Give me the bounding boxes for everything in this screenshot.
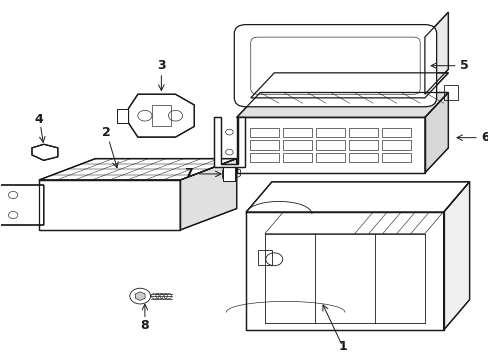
Polygon shape (236, 93, 447, 117)
Polygon shape (32, 144, 58, 160)
Polygon shape (39, 180, 180, 230)
Bar (381, 128, 410, 138)
Bar (283, 140, 312, 150)
Bar (316, 128, 345, 138)
Polygon shape (0, 185, 43, 225)
Text: 3: 3 (157, 59, 165, 72)
Bar (381, 140, 410, 150)
Bar (381, 153, 410, 162)
Polygon shape (223, 167, 235, 181)
Polygon shape (443, 182, 468, 330)
Polygon shape (424, 12, 447, 94)
Bar (283, 128, 312, 138)
Polygon shape (135, 292, 145, 300)
Text: 4: 4 (35, 113, 43, 126)
Polygon shape (245, 212, 443, 330)
Polygon shape (117, 109, 128, 123)
Polygon shape (250, 73, 447, 98)
Bar (348, 140, 378, 150)
Bar (348, 128, 378, 138)
Polygon shape (180, 158, 236, 230)
Bar (283, 153, 312, 162)
Text: 2: 2 (102, 126, 110, 139)
Polygon shape (245, 182, 468, 212)
Bar (250, 128, 279, 138)
Bar (316, 140, 345, 150)
Text: 7: 7 (183, 167, 192, 180)
Polygon shape (214, 117, 244, 167)
Polygon shape (39, 158, 236, 180)
Polygon shape (236, 117, 424, 173)
Circle shape (130, 288, 150, 304)
Text: 1: 1 (338, 339, 346, 352)
Polygon shape (128, 94, 194, 137)
Text: 5: 5 (460, 59, 468, 72)
Text: 8: 8 (141, 319, 149, 332)
Bar (316, 153, 345, 162)
Bar (348, 153, 378, 162)
Text: 6: 6 (481, 131, 488, 144)
Polygon shape (424, 93, 447, 173)
Bar (250, 153, 279, 162)
Bar (250, 140, 279, 150)
FancyBboxPatch shape (234, 24, 436, 107)
